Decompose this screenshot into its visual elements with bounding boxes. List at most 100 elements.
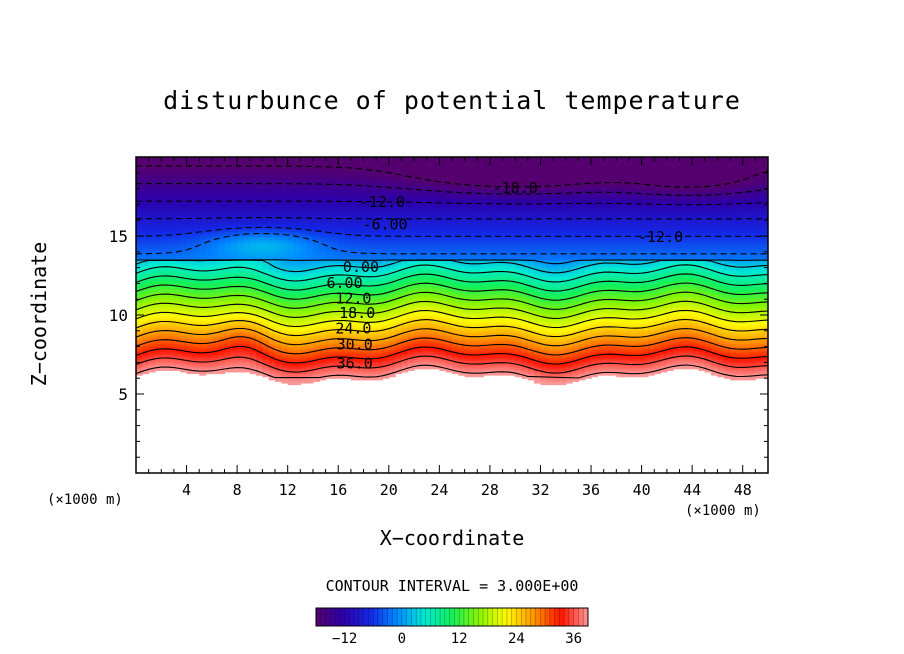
field-cell — [199, 337, 207, 340]
field-cell — [262, 198, 270, 201]
field-cell — [312, 210, 320, 213]
field-cell — [256, 335, 263, 338]
field-cell — [186, 273, 194, 277]
field-cell — [325, 223, 333, 226]
field-cell — [249, 179, 257, 182]
field-cell — [306, 310, 314, 313]
field-cell — [142, 310, 150, 313]
field-cell — [300, 330, 308, 333]
field-cell — [148, 228, 156, 231]
field-cell — [237, 245, 245, 248]
field-cell — [180, 163, 188, 166]
field-cell — [142, 220, 150, 223]
field-cell — [256, 183, 263, 187]
field-cell — [186, 218, 194, 221]
field-cell — [199, 308, 207, 311]
field-cell — [306, 237, 314, 240]
field-cell — [148, 307, 156, 310]
field-cell — [192, 297, 200, 300]
field-cell — [306, 356, 314, 359]
field-cell — [281, 367, 289, 370]
field-cell — [249, 338, 257, 341]
field-cell — [154, 352, 162, 356]
field-cell — [312, 256, 320, 259]
field-cell — [142, 272, 150, 275]
field-cell — [154, 330, 162, 333]
field-cell — [142, 213, 150, 217]
field-cell — [142, 158, 150, 161]
field-cell — [256, 343, 263, 346]
field-cell — [300, 308, 308, 311]
field-cell — [249, 209, 257, 212]
field-cell — [211, 245, 219, 248]
field-cell — [218, 245, 226, 248]
field-cell — [312, 254, 320, 258]
field-cell — [218, 209, 226, 212]
field-cell — [142, 196, 150, 199]
field-cell — [142, 281, 150, 284]
field-cell — [148, 247, 156, 250]
field-cell — [256, 234, 263, 237]
field-cell — [211, 229, 219, 232]
field-cell — [338, 345, 346, 348]
field-cell — [211, 307, 219, 310]
field-cell — [154, 166, 162, 169]
field-cell — [205, 348, 213, 351]
field-cell — [287, 168, 295, 171]
field-cell — [205, 308, 213, 311]
field-cell — [205, 201, 213, 204]
field-cell — [325, 321, 333, 324]
field-cell — [148, 370, 156, 373]
field-cell — [154, 221, 162, 224]
field-cell — [256, 262, 263, 266]
field-cell — [281, 299, 289, 302]
field-cell — [218, 262, 226, 266]
field-cell — [262, 207, 270, 210]
field-cell — [142, 212, 150, 215]
field-cell — [287, 236, 295, 239]
field-cell — [287, 213, 295, 217]
field-cell — [331, 190, 339, 193]
field-cell — [331, 311, 339, 315]
field-cell — [300, 185, 308, 188]
field-cell — [300, 351, 308, 354]
field-cell — [243, 363, 251, 367]
field-cell — [249, 169, 257, 172]
field-cell — [173, 340, 181, 343]
field-cell — [205, 166, 213, 169]
field-cell — [275, 185, 282, 188]
field-cell — [256, 180, 263, 183]
field-cell — [338, 254, 346, 258]
field-cell — [167, 261, 175, 264]
field-cell — [287, 240, 295, 243]
field-cell — [211, 218, 219, 221]
field-cell — [325, 343, 333, 346]
field-cell — [199, 188, 207, 191]
field-cell — [268, 337, 276, 340]
field-cell — [136, 179, 143, 182]
field-cell — [167, 180, 175, 183]
field-cell — [243, 324, 251, 327]
field-cell — [142, 190, 150, 193]
field-cell — [262, 202, 270, 205]
field-cell — [243, 213, 251, 217]
field-cell — [186, 321, 194, 324]
field-cell — [300, 228, 308, 231]
field-cell — [249, 288, 257, 291]
field-cell — [319, 352, 327, 356]
field-cell — [256, 338, 263, 341]
field-cell — [161, 270, 169, 273]
field-cell — [136, 204, 143, 207]
field-cell — [256, 187, 263, 190]
field-cell — [268, 182, 276, 185]
field-cell — [161, 300, 169, 303]
field-cell — [180, 187, 188, 190]
field-cell — [230, 243, 238, 247]
field-cell — [199, 371, 207, 375]
field-cell — [294, 345, 301, 348]
field-cell — [154, 228, 162, 231]
field-cell — [205, 237, 213, 240]
field-cell — [281, 300, 289, 303]
field-cell — [243, 253, 251, 256]
field-cell — [180, 284, 188, 288]
